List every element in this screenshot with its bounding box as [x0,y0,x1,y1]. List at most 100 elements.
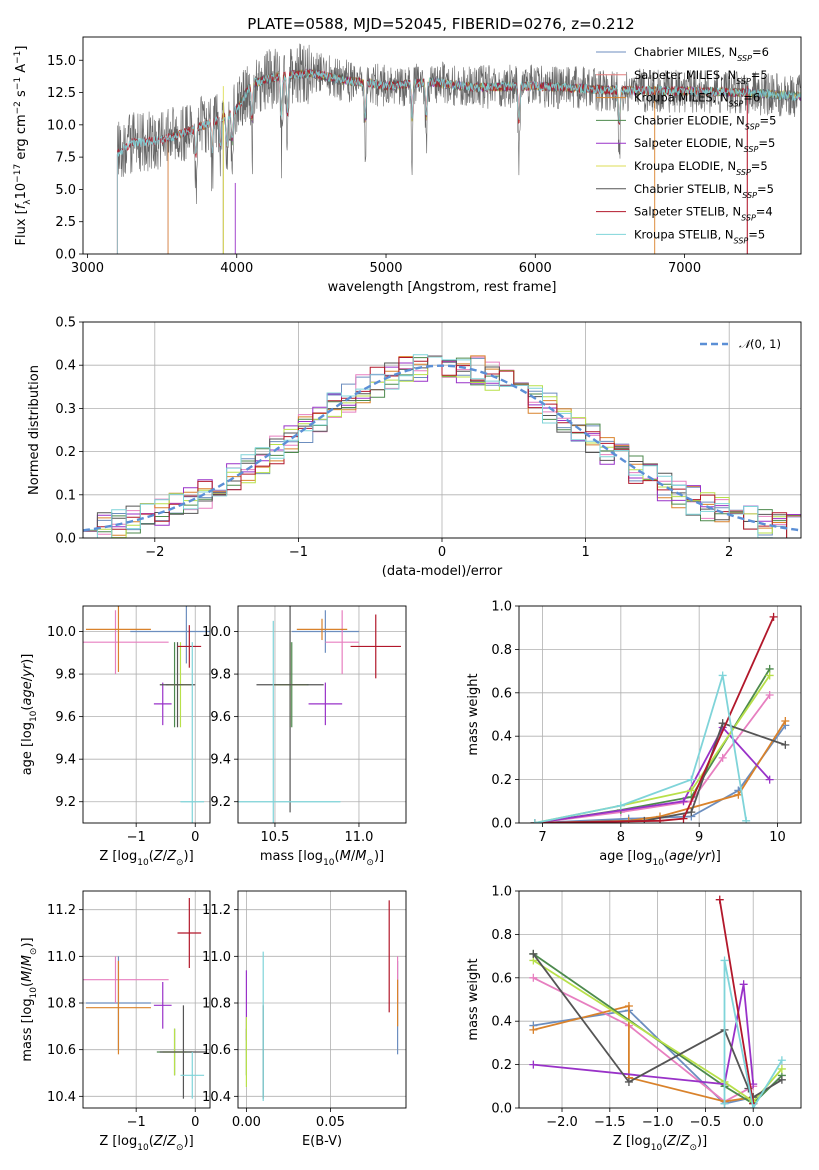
errorbar-kroupa-stelib [238,620,341,823]
y-tick-label: 0.0 [491,817,512,832]
weight-marker [687,786,696,795]
weight-series-kroupa-miles [529,1002,758,1106]
y-tick-label: 11.2 [202,903,231,918]
errorbar-kroupa-miles [85,961,151,1055]
errorbar-salpeter-stelib [350,614,401,679]
weight-marker [624,1077,633,1086]
x-tick-label: 0 [191,1115,199,1130]
y-tick-label: 0.2 [491,1058,512,1073]
y-tick-label: 1.0 [491,885,512,900]
y-tick-label: 15.0 [47,54,76,69]
normal-curve [83,364,799,532]
x-tick-label: 7000 [668,261,701,276]
y-tick-label: 0.2 [55,445,76,460]
x-tick-label: −2 [145,545,164,560]
x-tick-label: 7 [538,830,546,845]
y-tick-label: 10.4 [47,1090,76,1105]
weight-marker [720,1099,729,1108]
y-tick-label: 9.6 [210,710,231,725]
weight-vs-z-frame [518,890,802,1109]
mass-vs-ebv-panel: 0.00 0.05 10.4 10.6 10.8 11.0 11.2 E(B-V) [202,890,407,1149]
y-tick-label: 1.0 [491,600,512,615]
y-tick-label: 11.0 [202,950,231,965]
x-tick-label: −1 [127,830,146,845]
y-tick-label: 0.4 [491,730,512,745]
x-tick-label: −1.5 [594,1115,626,1130]
weight-marker [765,775,774,784]
x-axis-label: Z [log10(Z/Z⊙)] [99,849,193,868]
residuals-panel: −2 −1 0 1 2 0.0 0.1 0.2 0.3 0.4 0.5 𝒩(0, 1) (data-mo… [27,316,802,579]
weight-line [533,1009,754,1105]
x-axis-label: mass [log10(M/M⊙)] [260,849,384,868]
weight-marker [720,956,729,965]
weight-marker [718,671,727,680]
spectrum-line-kroupa-stelib [116,69,801,254]
mass-vs-z-panel: −1 0 10.4 10.6 10.8 11.0 11.2 Z [log10(Z/Z⊙)] ma… [20,890,211,1153]
y-tick-label: 11.0 [47,950,76,965]
weight-series-salpeter-elodie [529,980,758,1089]
spectrum-panel: 3000 4000 5000 6000 7000 0.0 2.5 5.0 7.5 10.0 12.5… [13,36,802,295]
y-tick-label: 2.5 [55,215,76,230]
y-tick-label: 10.0 [47,625,76,640]
y-tick-label: 9.2 [210,795,231,810]
errorbar-salpeter-stelib [177,898,202,968]
weight-line [533,984,755,1086]
x-tick-label: 10 [769,830,786,845]
x-tick-label: −2.0 [546,1115,578,1130]
weight-line [534,616,775,823]
y-tick-label: 10.0 [47,118,76,133]
mass-vs-z-plot-area [83,898,208,1099]
x-tick-label: 6000 [519,261,552,276]
weight-line [723,960,783,1108]
y-tick-label: 10.8 [47,997,76,1012]
weight-vs-age-panel: 7 8 9 10 0.0 0.2 0.4 0.6 0.8 1.0 age [log10(age/yr… [466,600,802,868]
weight-vs-z-panel: −2.0 −1.5 −1.0 −0.5 0.0 0.0 0.2 0.4 0.6 0.8 1.0 Z [… [466,885,802,1153]
weight-series-chabrier-elodie [530,664,774,823]
age-vs-z-frame [82,605,211,824]
weight-marker [687,808,696,817]
y-tick-label: 10.0 [202,625,231,640]
x-axis-label: E(B-V) [302,1134,342,1149]
x-tick-label: 5000 [369,261,402,276]
weight-marker [781,740,790,749]
weight-marker [529,949,538,958]
weight-marker [749,1104,758,1108]
errorbar-salpeter-elodie [153,682,172,726]
x-tick-label: 0.00 [232,1115,261,1130]
weight-marker [781,717,790,726]
y-tick-label: 0.0 [491,1102,512,1117]
x-axis-label: (data-model)/error [382,564,503,579]
legend-entry: Kroupa STELIB, NSSP=5 [634,227,765,245]
errorbar-chabrier-stelib [159,1005,208,1099]
errorbar-kroupa-stelib [180,1052,205,1099]
weight-line [532,953,783,1105]
errorbar-chabrier-stelib [256,606,324,813]
x-tick-label: 0 [438,545,446,560]
errorbar-kroupa-miles [296,618,348,641]
spectrum-legend: Chabrier MILES, NSSP=6 Salpeter MILES, NS… [596,45,776,245]
age-vs-mass-panel: 10.5 11.0 9.2 9.4 9.6 9.8 10.0 mass [log10(M/M⊙… [202,605,407,868]
legend-entry: Chabrier MILES, NSSP=6 [634,45,769,63]
residuals-plot-area [83,354,801,538]
y-tick-label: 11.2 [47,903,76,918]
y-tick-label: 0.6 [491,971,512,986]
errorbar-salpeter-elodie [308,682,343,726]
x-tick-label: 8 [617,830,625,845]
age-vs-z-plot-area [83,606,210,823]
x-tick-label: 4000 [220,261,253,276]
weight-marker [742,816,751,823]
errorbar-kroupa-stelib [180,642,205,823]
legend-entry: Salpeter STELIB, NSSP=4 [634,205,773,223]
errorbar-salpeter-elodie [153,982,172,1029]
weight-marker [718,753,727,762]
spectrum-plot-area [116,43,801,254]
y-tick-label: 0.0 [55,248,76,263]
x-tick-label: −1.0 [642,1115,674,1130]
y-tick-label: 0.8 [491,928,512,943]
legend-entry: 𝒩(0, 1) [739,337,781,351]
weight-line [532,976,754,1103]
y-tick-label: 0.2 [491,773,512,788]
y-tick-label: 0.0 [55,532,76,547]
legend-entry: Chabrier STELIB, NSSP=5 [634,182,774,200]
weight-marker [734,790,743,799]
